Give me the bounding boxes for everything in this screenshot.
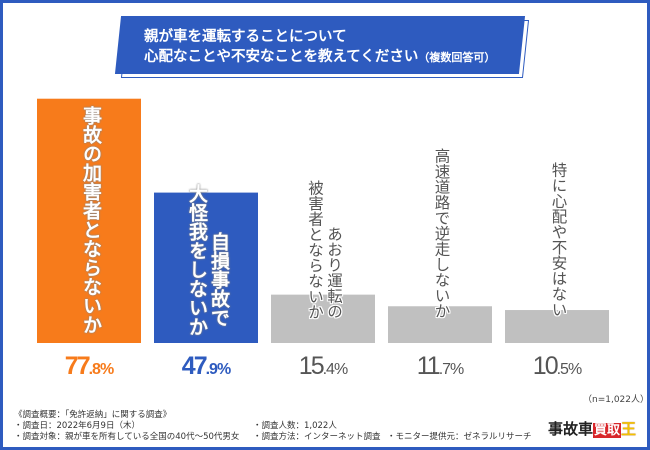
survey-method: ・調査方法：インターネット調査 (253, 432, 381, 442)
value-label-decimal: .4% (322, 361, 349, 378)
value-label-decimal: .8% (88, 361, 115, 378)
survey-summary-right: ・モニター提供元：ゼネラルリサーチ (387, 432, 532, 443)
survey-heading: 《調査概要：「免許返納」に関する調査》 (14, 410, 172, 420)
bar-3 (271, 294, 375, 343)
category-label-1: 事故の加害者とならないか (80, 106, 102, 334)
value-label-1: 77.8% (37, 352, 141, 381)
title-line-2: 心配なことや不安なことを教えてください（複数回答可） (144, 47, 495, 68)
value-label-integer: 77 (64, 352, 91, 380)
bar-2 (154, 192, 258, 343)
value-label-decimal: .5% (556, 361, 583, 378)
category-label-2-line-1: 自損事故で (208, 232, 230, 327)
bar-4 (388, 306, 492, 343)
value-label-decimal: .7% (438, 361, 465, 378)
survey-provider: ・モニター提供元：ゼネラルリサーチ (387, 432, 532, 442)
sample-size-note: （n=1,022人） (583, 395, 650, 405)
chart-title: 親が車を運転することについて 心配なことや不安なことを教えてください（複数回答可… (144, 27, 495, 68)
title-line-2-main: 心配なことや不安なことを教えてください (144, 49, 419, 65)
title-line-1: 親が車を運転することについて (144, 29, 347, 45)
logo-text-1: 事故車 (548, 420, 594, 438)
category-label-3-line-1: あおり運転の (325, 226, 343, 319)
value-label-integer: 15 (298, 352, 325, 380)
bar-5 (505, 310, 609, 343)
value-label-decimal: .9% (205, 361, 232, 378)
category-label-2-line-2: 大怪我をしないか (186, 184, 208, 336)
bar-1 (37, 98, 141, 343)
value-label-2: 47.9% (154, 352, 258, 381)
brand-logo: 事故車買取王 (548, 418, 636, 439)
logo-text-2: 買取 (593, 423, 622, 438)
survey-count: ・調査人数：1,022人 (253, 421, 337, 431)
logo-text-3: 王 (621, 420, 637, 438)
survey-summary-mid: ・調査人数：1,022人 ・調査方法：インターネット調査 (253, 421, 381, 443)
value-label-3: 15.4% (271, 352, 375, 381)
title-banner: 親が車を運転することについて 心配なことや不安なことを教えてください（複数回答可… (114, 16, 530, 80)
value-label-integer: 47 (181, 352, 208, 380)
title-line-2-suffix: （複数回答可） (418, 51, 496, 64)
category-label-4: 高速道路で逆走しないか (432, 148, 451, 319)
value-label-5: 10.5% (505, 352, 609, 381)
survey-date: ・調査日：2022年6月9日（木） (14, 421, 140, 431)
survey-summary-left: 《調査概要：「免許返納」に関する調査》 ・調査日：2022年6月9日（木） ・調… (14, 410, 239, 443)
survey-target: ・調査対象：親が車を所有している全国の40代～50代男女 (14, 432, 240, 442)
category-label-5: 特に心配や不安はない (549, 162, 568, 317)
value-label-integer: 10 (532, 352, 559, 380)
value-label-4: 11.7% (388, 352, 492, 381)
category-label-3-line-2: 被害者とならないか (306, 180, 324, 320)
value-label-integer: 11 (416, 352, 441, 380)
